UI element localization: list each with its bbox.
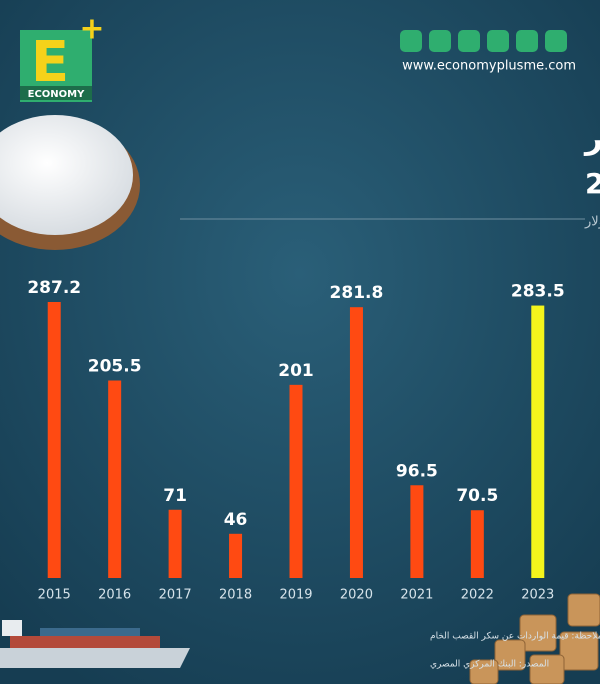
x-tick-label: 2021: [400, 588, 433, 603]
source: المصدر: البنك المركزي المصري: [430, 660, 549, 670]
chart-title: قيمة واردات مصر من السكر: [583, 121, 600, 157]
bar: [531, 305, 545, 578]
bar: [47, 302, 61, 578]
bar: [229, 533, 243, 578]
x-tick-label: 2016: [98, 588, 131, 603]
sugar-illustration: [0, 115, 140, 250]
brand: ECONOMY: [28, 89, 85, 100]
bar: [168, 509, 182, 578]
value-label: 96.5: [396, 461, 438, 481]
ship-illustration: [0, 620, 190, 668]
x-tick-label: 2023: [521, 588, 554, 603]
logo: E + ECONOMY: [20, 12, 105, 102]
svg-text:+: +: [79, 12, 104, 47]
chart-subtitle: العام الماضي الأعلى منذ 2015: [585, 166, 600, 200]
value-label: 205.5: [88, 357, 142, 377]
x-tick-label: 2015: [38, 588, 71, 603]
x-tick-label: 2022: [461, 588, 494, 603]
value-label: 283.5: [511, 282, 565, 302]
x-tick-label: 2018: [219, 588, 252, 603]
social-icons: [400, 30, 567, 52]
website: www.economyplusme.com: [402, 59, 576, 74]
bar: [108, 380, 122, 578]
bar: [289, 384, 303, 578]
value-label: 71: [163, 486, 187, 506]
svg-text:E: E: [31, 30, 69, 95]
bar: [410, 485, 424, 578]
value-label: 46: [224, 510, 248, 530]
x-tick-label: 2020: [340, 588, 373, 603]
sugar-cubes: [469, 593, 600, 684]
value-label: 201: [278, 361, 314, 381]
value-label: 287.2: [27, 278, 81, 298]
x-tick-label: 2019: [279, 588, 312, 603]
x-tick-label: 2017: [159, 588, 192, 603]
note: ملاحظة: قيمة الواردات عن سكر القصب الخام: [430, 632, 600, 642]
bar: [349, 307, 363, 578]
y-axis-label: مليون دولار: [584, 215, 600, 230]
value-label: 70.5: [456, 486, 498, 506]
value-label: 281.8: [330, 283, 384, 303]
bar: [470, 510, 484, 578]
